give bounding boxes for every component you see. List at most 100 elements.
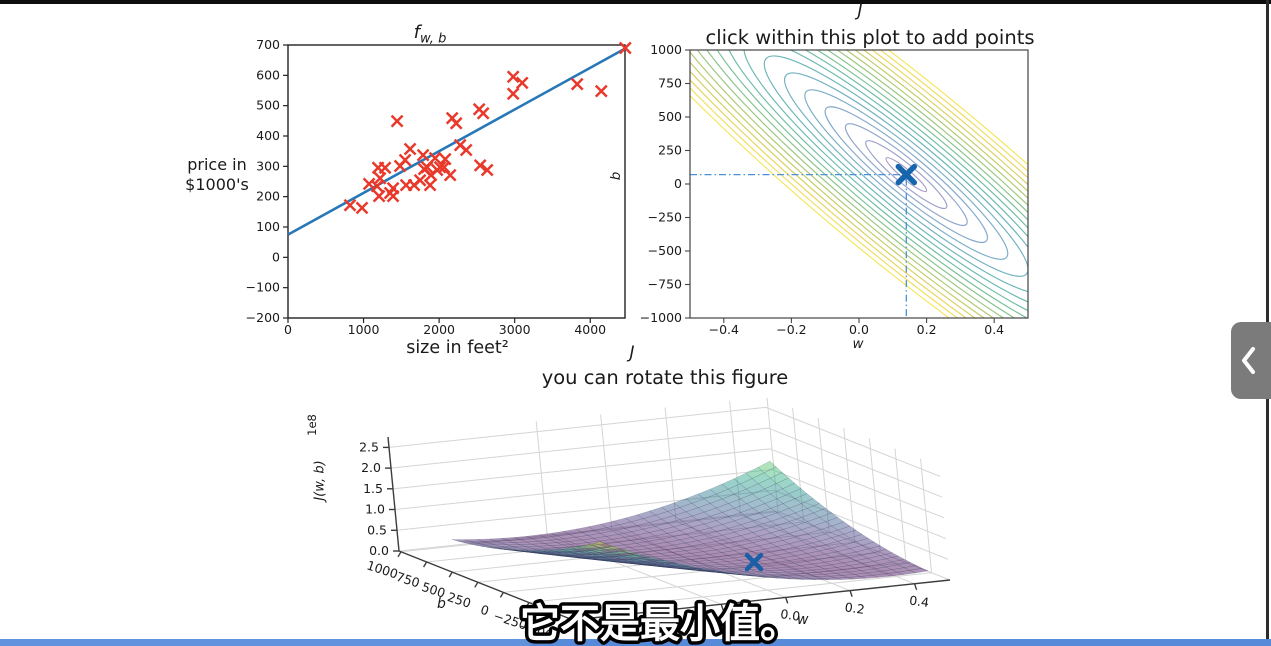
contour-y-tick-label: −1000 (640, 310, 682, 325)
scatter-point (370, 179, 384, 193)
contour-y-tick-label: 750 (658, 76, 682, 91)
data-points (343, 41, 632, 215)
previous-button[interactable] (1231, 322, 1271, 399)
scatter-point (480, 163, 494, 177)
contour-x-tick-label: 0.0 (849, 322, 869, 337)
surface-z-tick-label: 1.0 (365, 502, 385, 517)
scatter-point (355, 201, 369, 215)
scatter-y-tick-label: 300 (256, 158, 280, 173)
scatter-point (398, 153, 412, 167)
caption: 它不是最小值。 (517, 598, 804, 646)
grid-lines (388, 397, 951, 614)
contour-y-tick-label: 250 (658, 143, 682, 158)
scatter-point (386, 181, 400, 195)
scatter-point (372, 189, 386, 203)
surface-subtitle: you can rotate this figure (541, 366, 789, 389)
scatter-point (594, 84, 608, 98)
scatter-x-tick-label: 1000 (348, 322, 380, 337)
surface-b-axis-label: b (437, 596, 446, 612)
scatter-point (373, 171, 387, 185)
scatter-point (476, 106, 490, 120)
scatter-y-tick-label: 100 (256, 219, 280, 234)
scatter-y-axis-label-line2: $1000's (185, 175, 249, 194)
scatter-point (506, 70, 520, 84)
surface-z-tick-label: 0.0 (369, 543, 389, 558)
cost-surface[interactable] (451, 460, 929, 581)
surface-w-axis-label: w (797, 612, 809, 628)
scatter-point (473, 159, 487, 172)
surface-w-tick-label: 0.2 (844, 599, 866, 617)
scatter-y-tick-label: 400 (256, 128, 280, 143)
scatter-plot: 0 1000 2000 3000 40007006005004003002001000−… (246, 37, 632, 337)
scatter-title-f: f (413, 22, 420, 43)
scatter-x-tick-label: 0 (284, 322, 292, 337)
contour-rings (690, 50, 1028, 318)
contour-y-tick-label: −750 (648, 277, 682, 292)
surface-z-tick-label: 1.5 (363, 481, 383, 496)
minimum-marker[interactable] (895, 163, 918, 186)
surface-w-tick-label: −0.2 (710, 612, 742, 631)
contour-plot[interactable]: −0.4 −0.2 0.0 0.2 0.4 1000 750 500 250 0 −250 −500 −… (610, 0, 1050, 355)
scatter-point (413, 173, 427, 187)
contour-x-tick-label: −0.2 (776, 322, 806, 337)
scatter-title: fw, b (400, 22, 460, 47)
scatter-point (570, 77, 584, 91)
scatter-point (618, 41, 632, 55)
contour-y-tick-label: −500 (648, 243, 682, 258)
scatter-y-tick-label: 500 (256, 98, 280, 113)
surface-b-tick-label: 750 (394, 569, 421, 591)
scatter-point (506, 87, 520, 101)
bottom-bar-left-segment (0, 639, 530, 646)
guide-lines (690, 173, 907, 318)
scatter-y-tick-label: −100 (246, 280, 280, 295)
scatter-y-axis-label-line1: price in (187, 155, 247, 174)
contour-x-tick-label: 0.2 (917, 322, 937, 337)
scatter-point (449, 116, 463, 130)
scatter-point (390, 114, 404, 128)
contour-axes: −0.4 −0.2 0.0 0.2 0.4 1000 750 500 250 0 −250 −500 −… (640, 42, 1029, 337)
surface-b-tick-label: 500 (420, 579, 447, 601)
scatter-x-tick-label: 3000 (499, 322, 531, 337)
scatter-y-tick-label: 700 (256, 37, 280, 52)
scatter-point (343, 198, 357, 212)
surface-z-axis-label: J(w, b) (312, 460, 328, 501)
caption-text: 它不是最小值。 (520, 601, 800, 646)
surface-z-tick-label: 0.5 (367, 522, 387, 537)
contour-y-tick-label: 0 (674, 176, 682, 191)
scatter-point (459, 143, 473, 157)
axis-spines (383, 436, 951, 621)
scatter-y-axis-label: price in $1000's (182, 155, 252, 195)
scatter-point (362, 177, 376, 191)
scatter-point (438, 152, 452, 166)
scatter-title-sub: w, b (420, 31, 447, 47)
top-border (0, 0, 1271, 4)
scatter-y-tick-label: 600 (256, 67, 280, 82)
surface-b-tick-label: 1000 (365, 557, 400, 581)
contour-y-tick-label: −250 (648, 210, 682, 225)
scatter-x-tick-label: 2000 (423, 322, 455, 337)
contour-x-axis-label: w (852, 336, 864, 352)
surface-title: J (629, 343, 635, 363)
chevron-left-icon (1242, 347, 1255, 374)
scatter-x-tick-label: 4000 (574, 322, 606, 337)
scatter-axes: 0 1000 2000 3000 40007006005004003002001000−… (246, 37, 626, 337)
contour-y-tick-label: 500 (658, 109, 682, 124)
scatter-y-tick-label: 0 (272, 249, 280, 264)
minimum-marker-3d (744, 552, 764, 572)
scatter-point (403, 142, 417, 156)
contour-subtitle: click within this plot to add points (705, 26, 1035, 49)
surface-z-tick-label: 2.0 (361, 460, 381, 475)
scatter-point (416, 148, 430, 162)
contour-x-tick-label: 0.4 (984, 322, 1004, 337)
scatter-x-axis-label: size in feet² (406, 338, 509, 358)
scatter-y-tick-label: −200 (246, 310, 280, 325)
scatter-point (433, 160, 447, 174)
scatter-y-tick-label: 200 (256, 189, 280, 204)
contour-x-tick-label: −0.4 (709, 322, 739, 337)
contour-y-tick-label: 1000 (650, 42, 682, 57)
scatter-point (378, 161, 392, 175)
surface-z-tick-label: 2.5 (359, 439, 379, 454)
surface-w-tick-label: 0.4 (908, 592, 930, 610)
